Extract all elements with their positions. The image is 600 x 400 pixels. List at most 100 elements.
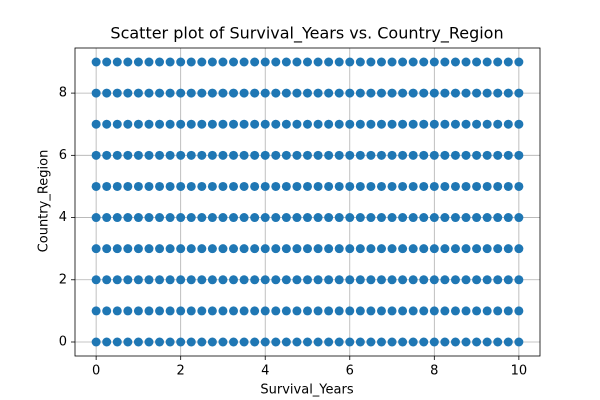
scatter-point bbox=[419, 337, 429, 347]
scatter-point bbox=[144, 88, 154, 98]
scatter-point bbox=[271, 181, 281, 191]
scatter-point bbox=[472, 213, 482, 223]
scatter-point bbox=[408, 337, 418, 347]
scatter-point bbox=[376, 306, 386, 316]
scatter-point bbox=[176, 306, 186, 316]
scatter-point bbox=[387, 57, 397, 67]
scatter-point bbox=[334, 337, 344, 347]
scatter-point bbox=[440, 57, 450, 67]
scatter-point bbox=[472, 88, 482, 98]
scatter-point bbox=[440, 150, 450, 160]
scatter-point bbox=[450, 337, 460, 347]
scatter-point bbox=[398, 244, 408, 254]
scatter-point bbox=[387, 306, 397, 316]
scatter-point bbox=[260, 244, 270, 254]
scatter-point bbox=[155, 244, 165, 254]
scatter-point bbox=[429, 244, 439, 254]
scatter-point bbox=[472, 275, 482, 285]
scatter-point bbox=[207, 88, 217, 98]
scatter-point bbox=[112, 213, 122, 223]
scatter-point bbox=[461, 119, 471, 129]
scatter-point bbox=[155, 306, 165, 316]
scatter-point bbox=[229, 57, 239, 67]
scatter-point bbox=[440, 213, 450, 223]
scatter-point bbox=[324, 181, 334, 191]
scatter-point bbox=[133, 275, 143, 285]
scatter-point bbox=[271, 244, 281, 254]
scatter-point bbox=[376, 244, 386, 254]
scatter-point bbox=[313, 306, 323, 316]
scatter-point bbox=[303, 88, 312, 98]
scatter-point bbox=[366, 213, 376, 223]
scatter-point bbox=[387, 213, 397, 223]
scatter-point bbox=[229, 150, 239, 160]
scatter-point bbox=[376, 337, 386, 347]
scatter-point bbox=[503, 119, 513, 129]
scatter-point bbox=[271, 213, 281, 223]
scatter-point bbox=[419, 244, 429, 254]
scatter-point bbox=[123, 181, 133, 191]
scatter-point bbox=[207, 244, 217, 254]
y-axis-label: Country_Region bbox=[37, 150, 52, 253]
scatter-point bbox=[91, 119, 101, 129]
scatter-point bbox=[218, 337, 228, 347]
scatter-point bbox=[493, 306, 503, 316]
scatter-point bbox=[345, 181, 355, 191]
scatter-point bbox=[419, 150, 429, 160]
scatter-point bbox=[155, 57, 165, 67]
scatter-point bbox=[165, 181, 175, 191]
scatter-point bbox=[112, 88, 122, 98]
scatter-point bbox=[387, 150, 397, 160]
scatter-point bbox=[345, 119, 355, 129]
scatter-point bbox=[514, 88, 524, 98]
scatter-point bbox=[450, 57, 460, 67]
scatter-point bbox=[503, 181, 513, 191]
scatter-point bbox=[503, 306, 513, 316]
scatter-point bbox=[429, 306, 439, 316]
scatter-point bbox=[218, 275, 228, 285]
scatter-point bbox=[260, 119, 270, 129]
scatter-point bbox=[260, 57, 270, 67]
scatter-point bbox=[281, 88, 291, 98]
scatter-point bbox=[186, 244, 196, 254]
scatter-point bbox=[176, 244, 186, 254]
scatter-point bbox=[165, 88, 175, 98]
scatter-point bbox=[133, 88, 143, 98]
scatter-point bbox=[218, 88, 228, 98]
scatter-point bbox=[324, 244, 334, 254]
scatter-point bbox=[239, 150, 249, 160]
scatter-point bbox=[493, 213, 503, 223]
scatter-point bbox=[419, 119, 429, 129]
scatter-point bbox=[324, 88, 334, 98]
scatter-point bbox=[155, 275, 165, 285]
scatter-point bbox=[133, 337, 143, 347]
scatter-point bbox=[186, 337, 196, 347]
scatter-point bbox=[133, 150, 143, 160]
x-tick-label: 8 bbox=[430, 364, 438, 379]
scatter-point bbox=[408, 57, 418, 67]
x-tick-label: 6 bbox=[346, 364, 354, 379]
scatter-point bbox=[91, 150, 101, 160]
scatter-point bbox=[440, 306, 450, 316]
scatter-point bbox=[165, 119, 175, 129]
scatter-point bbox=[334, 119, 344, 129]
scatter-point bbox=[514, 150, 524, 160]
scatter-point bbox=[355, 57, 365, 67]
scatter-point bbox=[112, 57, 122, 67]
scatter-point bbox=[165, 306, 175, 316]
scatter-point bbox=[250, 88, 260, 98]
scatter-point bbox=[493, 244, 503, 254]
scatter-point bbox=[176, 275, 186, 285]
scatter-point bbox=[102, 57, 112, 67]
scatter-point bbox=[239, 213, 249, 223]
scatter-point bbox=[408, 119, 418, 129]
scatter-point bbox=[345, 275, 355, 285]
scatter-point bbox=[239, 337, 249, 347]
scatter-point bbox=[355, 306, 365, 316]
scatter-point bbox=[271, 337, 281, 347]
chart-title: Scatter plot of Survival_Years vs. Count… bbox=[110, 24, 503, 44]
scatter-point bbox=[450, 213, 460, 223]
scatter-point bbox=[112, 306, 122, 316]
scatter-point bbox=[197, 275, 207, 285]
